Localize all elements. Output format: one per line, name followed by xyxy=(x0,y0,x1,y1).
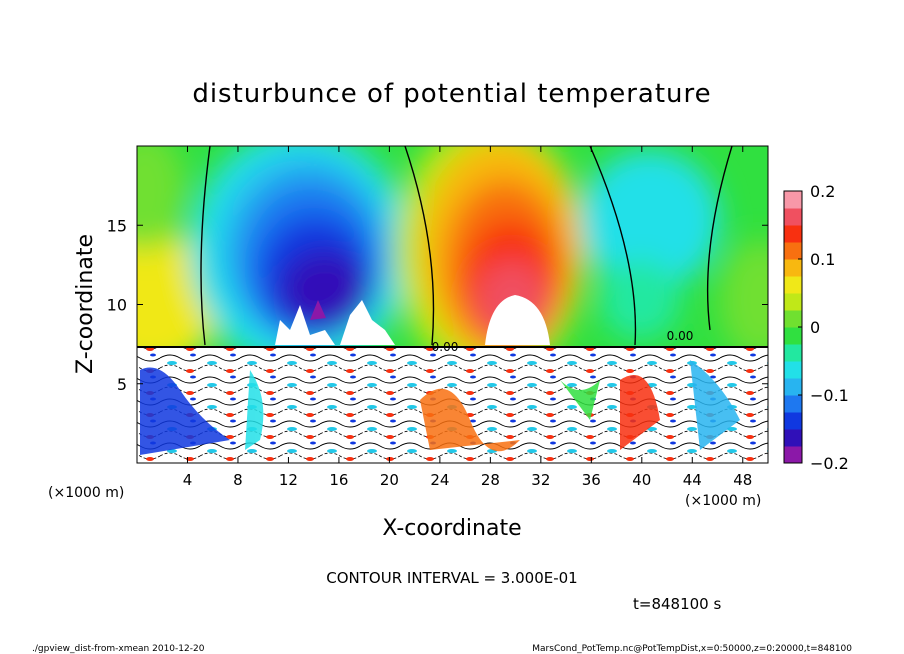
x-tick-label: 40 xyxy=(632,471,651,489)
y-tick-label: 5 xyxy=(117,375,127,394)
x-unit-left: (×1000 m) xyxy=(48,485,124,501)
y-axis: 5 10 15 xyxy=(107,216,768,394)
colorbar-swatch xyxy=(784,361,802,379)
x-axis-label: X-coordinate xyxy=(382,516,521,541)
x-axis: 4 8 12 16 20 24 28 32 36 40 44 48 xyxy=(183,146,752,489)
footer-right: MarsCond_PotTemp.nc@PotTempDist,x=0:5000… xyxy=(532,644,852,654)
x-tick-label: 24 xyxy=(430,471,449,489)
colorbar-swatch xyxy=(784,310,802,328)
colorbar-tick-label: −0.2 xyxy=(810,454,849,473)
x-tick-label: 32 xyxy=(531,471,550,489)
x-unit-right: (×1000 m) xyxy=(685,493,761,509)
heatmap-field xyxy=(137,146,768,463)
x-tick-label: 8 xyxy=(233,471,243,489)
y-tick-label: 15 xyxy=(107,216,127,235)
colorbar-swatch xyxy=(784,259,802,277)
colorbar-tick-label: 0 xyxy=(810,318,820,337)
contour-interval-text: CONTOUR INTERVAL = 3.000E-01 xyxy=(326,569,577,587)
colorbar-swatch xyxy=(784,395,802,413)
colorbar-swatch xyxy=(784,191,802,209)
colorbar-tick-label: −0.1 xyxy=(810,386,849,405)
x-tick-label: 48 xyxy=(733,471,752,489)
x-tick-label: 28 xyxy=(481,471,500,489)
y-axis-label: Z-coordinate xyxy=(73,234,98,374)
colorbar-swatch xyxy=(784,327,802,345)
colorbar-swatch xyxy=(784,446,802,464)
colorbar: 0.2 0.1 0 −0.1 −0.2 xyxy=(783,182,849,473)
colorbar-swatch xyxy=(784,225,802,243)
y-tick-label: 10 xyxy=(107,296,127,315)
colorbar-swatch xyxy=(784,208,802,226)
colorbar-tick-label: 0.1 xyxy=(810,250,835,269)
chart-title: disturbunce of potential temperature xyxy=(192,79,711,109)
colorbar-swatch xyxy=(784,429,802,447)
contour-label: 0.00 xyxy=(667,329,694,343)
time-text: t=848100 s xyxy=(633,595,721,613)
colorbar-swatch xyxy=(784,344,802,362)
x-tick-label: 20 xyxy=(380,471,399,489)
x-tick-label: 16 xyxy=(329,471,348,489)
colorbar-swatch xyxy=(784,293,802,311)
x-tick-label: 36 xyxy=(582,471,601,489)
x-tick-label: 12 xyxy=(279,471,298,489)
colorbar-tick-label: 0.2 xyxy=(810,182,835,201)
colorbar-swatch xyxy=(784,378,802,396)
colorbar-swatch xyxy=(784,276,802,294)
x-tick-label: 44 xyxy=(683,471,702,489)
contour-label: 0.00 xyxy=(432,340,459,354)
colorbar-swatch xyxy=(784,242,802,260)
footer-left: ./gpview_dist-from-xmean 2010-12-20 xyxy=(32,644,205,654)
colorbar-swatch xyxy=(784,412,802,430)
x-tick-label: 4 xyxy=(183,471,193,489)
